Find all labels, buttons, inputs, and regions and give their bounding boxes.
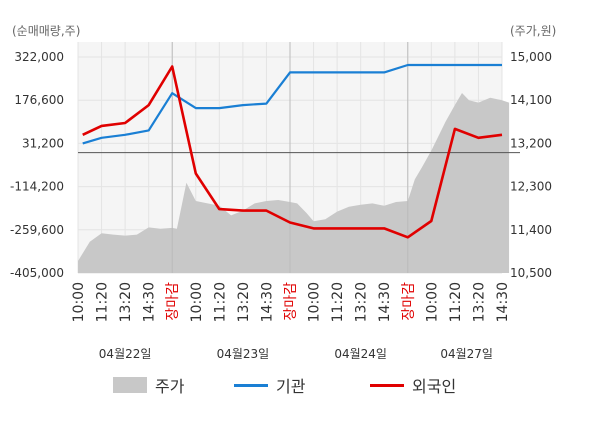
x-tick-4: 장마감: [165, 282, 181, 321]
x-tick-3: 14:30: [142, 282, 158, 322]
right-tick-1: 14,100: [510, 93, 552, 107]
x-tick-9: 장마감: [283, 282, 299, 321]
right-tick-4: 11,400: [510, 223, 552, 237]
series-price-area: [78, 93, 510, 273]
left-tick-1: 176,600: [14, 93, 64, 107]
x-tick-6: 11:20: [212, 282, 228, 322]
left-tick-5: -405,000: [10, 266, 64, 280]
left-tick-4: -259,600: [10, 223, 64, 237]
right-tick-2: 13,200: [510, 136, 552, 150]
date-label-1: 04월23일: [217, 347, 270, 361]
x-tick-5: 10:00: [189, 282, 205, 322]
x-tick-16: 11:20: [448, 282, 464, 322]
legend-swatch-institution: [234, 383, 268, 387]
right-tick-0: 15,000: [510, 50, 552, 64]
legend-swatch-foreign: [370, 383, 404, 387]
legend-label-price: 주가: [155, 377, 185, 396]
legend-item-foreign: 외국인: [370, 373, 456, 397]
legend-label-foreign: 외국인: [412, 377, 457, 396]
legend-item-institution: 기관: [234, 373, 305, 397]
x-tick-0: 10:00: [71, 282, 87, 322]
x-tick-7: 13:20: [236, 282, 252, 322]
legend-label-institution: 기관: [276, 377, 306, 396]
right-tick-5: 10,500: [510, 266, 552, 280]
left-tick-2: 31,200: [22, 136, 64, 150]
legend-swatch-price: [113, 377, 147, 393]
x-tick-10: 10:00: [307, 282, 323, 322]
x-tick-15: 10:00: [424, 282, 440, 322]
x-tick-18: 14:30: [495, 282, 511, 322]
left-axis-unit: (순매매량,주): [12, 24, 81, 38]
series-line-institution: [82, 63, 502, 145]
x-tick-17: 13:20: [471, 282, 487, 322]
right-axis-unit: (주가,원): [510, 24, 557, 38]
date-label-3: 04월27일: [440, 347, 493, 361]
series-line-foreign: [82, 65, 503, 239]
x-tick-13: 14:30: [377, 282, 393, 322]
left-tick-0: 322,000: [14, 50, 64, 64]
x-tick-11: 11:20: [330, 282, 346, 322]
date-label-0: 04월22일: [99, 347, 152, 361]
x-tick-8: 14:30: [259, 282, 275, 322]
legend: 주가 기관 외국인: [0, 373, 600, 399]
x-tick-14: 장마감: [401, 282, 417, 321]
x-tick-12: 13:20: [354, 282, 370, 322]
legend-item-price: 주가: [113, 373, 184, 397]
right-tick-3: 12,300: [510, 180, 552, 194]
x-tick-1: 11:20: [95, 282, 111, 322]
left-tick-3: -114,200: [10, 180, 64, 194]
x-tick-2: 13:20: [118, 282, 134, 322]
date-label-2: 04월24일: [334, 347, 387, 361]
